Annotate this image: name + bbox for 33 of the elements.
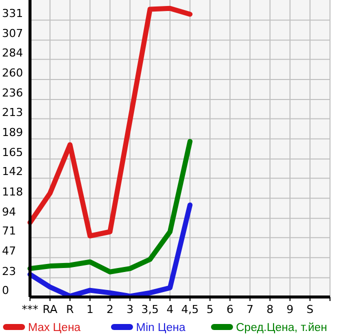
- y-tick-label: 71: [2, 224, 16, 238]
- x-tick-label: 2: [106, 303, 114, 316]
- x-tick-label: 4,5: [181, 303, 199, 316]
- x-tick-label: 6: [226, 303, 234, 316]
- x-tick-label: 4: [166, 303, 174, 316]
- x-tick-label: 3: [126, 303, 134, 316]
- legend-label: Сред.Цена, т.йен: [236, 322, 328, 334]
- y-tick-label: 213: [2, 106, 23, 119]
- y-tick-label: 118: [2, 185, 23, 198]
- y-tick-label: 165: [2, 146, 23, 159]
- y-tick-label: 94: [2, 205, 16, 218]
- x-tick-label: S: [306, 303, 314, 316]
- legend-label: Min Цена: [136, 322, 186, 334]
- y-tick-label: 47: [2, 244, 16, 258]
- y-tick-label: 236: [2, 86, 23, 100]
- y-tick-label: 0: [2, 284, 9, 297]
- x-tick-label: 5: [206, 303, 214, 316]
- x-tick-label: RA: [42, 303, 58, 316]
- y-tick-label: 23: [2, 264, 16, 278]
- y-tick-label: 284: [2, 46, 23, 60]
- y-tick-label: 260: [2, 66, 23, 80]
- x-tick-label: 7: [246, 303, 254, 316]
- y-tick-label: 331: [2, 7, 23, 20]
- y-tick-label: 189: [2, 126, 23, 139]
- x-tick-label: ***: [22, 303, 39, 316]
- x-tick-label: 3,5: [141, 303, 159, 316]
- x-tick-label: 1: [86, 303, 94, 316]
- x-tick-label: 8: [266, 303, 274, 316]
- legend-label: Max Цена: [28, 322, 82, 334]
- x-tick-label: 9: [286, 303, 294, 316]
- y-tick-label: 307: [2, 27, 23, 40]
- y-tick-label: 142: [2, 165, 23, 178]
- x-tick-label: R: [66, 303, 74, 316]
